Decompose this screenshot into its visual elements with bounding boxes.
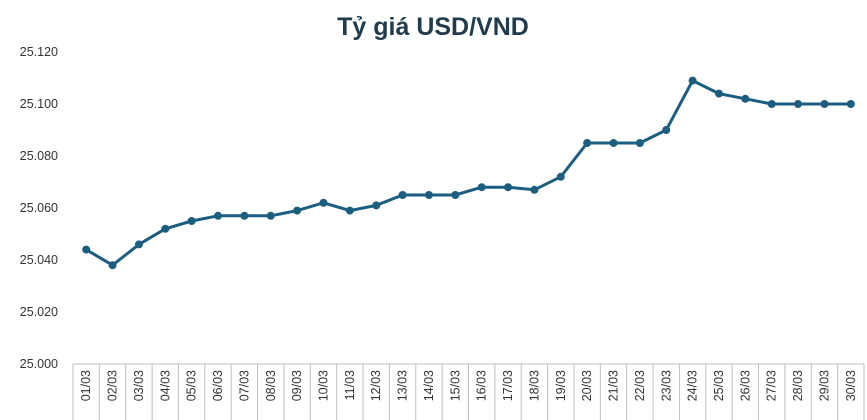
- data-point: [556, 172, 565, 181]
- x-tick-label: 04/03: [158, 370, 172, 401]
- data-point: [214, 211, 223, 220]
- x-tick-label: 27/03: [765, 370, 779, 401]
- x-tick-label: 12/03: [369, 370, 383, 401]
- data-point: [662, 126, 671, 134]
- x-tick-label: 01/03: [79, 370, 93, 401]
- data-point: [635, 139, 644, 147]
- data-point: [583, 139, 592, 147]
- x-tick-label: 17/03: [501, 370, 515, 401]
- data-point: [82, 245, 91, 254]
- x-tick-label: 10/03: [316, 370, 330, 401]
- data-point: [240, 211, 249, 220]
- chart-title: Tỷ giá USD/VND: [337, 13, 529, 41]
- data-point: [688, 76, 697, 85]
- data-point: [504, 183, 513, 192]
- x-tick-label: 02/03: [106, 370, 120, 401]
- data-point: [767, 100, 776, 108]
- x-tick-label: 28/03: [791, 370, 805, 401]
- data-point: [293, 206, 302, 215]
- data-point: [372, 201, 381, 210]
- data-point: [134, 240, 143, 249]
- x-tick-label: 05/03: [185, 370, 199, 401]
- data-point: [609, 139, 618, 147]
- x-tick-label: 16/03: [475, 370, 489, 401]
- data-point: [794, 100, 803, 108]
- data-point: [187, 217, 196, 225]
- data-point: [714, 89, 723, 98]
- x-tick-label: 03/03: [132, 370, 146, 401]
- data-point: [741, 94, 750, 103]
- x-tick-label: 21/03: [607, 370, 621, 401]
- x-tick-label: 13/03: [396, 370, 410, 401]
- y-tick-label: 25.100: [20, 97, 58, 111]
- x-tick-label: 22/03: [633, 370, 647, 401]
- data-point: [477, 183, 486, 192]
- x-tick-label: 19/03: [554, 370, 568, 401]
- x-tick-label: 26/03: [738, 370, 752, 401]
- data-point: [398, 191, 407, 199]
- x-tick-label: 09/03: [290, 370, 304, 401]
- x-tick-label: 24/03: [686, 370, 700, 401]
- y-axis-labels: 25.000 25.020 25.040 25.060 25.080 25.100 25.1…: [20, 45, 58, 371]
- x-tick-label: 07/03: [237, 370, 251, 401]
- x-tick-label: 23/03: [659, 370, 673, 401]
- data-point: [424, 191, 433, 199]
- data-point: [820, 100, 829, 108]
- x-tick-label: 18/03: [527, 370, 541, 401]
- y-tick-label: 25.020: [20, 305, 58, 319]
- x-tick-label: 06/03: [211, 370, 225, 401]
- x-tick-label: 08/03: [264, 370, 278, 401]
- data-point: [108, 261, 117, 270]
- x-tick-label: 29/03: [817, 370, 831, 401]
- y-tick-label: 25.060: [20, 201, 58, 215]
- data-point: [345, 206, 354, 215]
- series-group: [82, 76, 855, 270]
- data-point: [319, 198, 328, 207]
- x-axis: 01/03 02/03 03/03 04/03 05/03 06/03 07/03 08/03…: [72, 363, 865, 420]
- x-tick-label: 25/03: [712, 370, 726, 401]
- y-tick-label: 25.120: [20, 45, 58, 59]
- data-point: [846, 100, 855, 108]
- data-point: [530, 185, 539, 194]
- data-point: [266, 211, 275, 220]
- y-tick-label: 25.080: [20, 149, 58, 163]
- x-tick-label: 11/03: [343, 370, 357, 400]
- y-tick-label: 25.000: [20, 357, 58, 371]
- x-tick-label: 15/03: [448, 370, 462, 401]
- y-tick-label: 25.040: [20, 253, 58, 267]
- data-point: [161, 224, 170, 233]
- data-point: [451, 191, 460, 199]
- x-tick-label: 14/03: [422, 370, 436, 401]
- x-tick-label: 30/03: [844, 370, 858, 401]
- x-tick-label: 20/03: [580, 370, 594, 401]
- series-line: [84, 79, 853, 267]
